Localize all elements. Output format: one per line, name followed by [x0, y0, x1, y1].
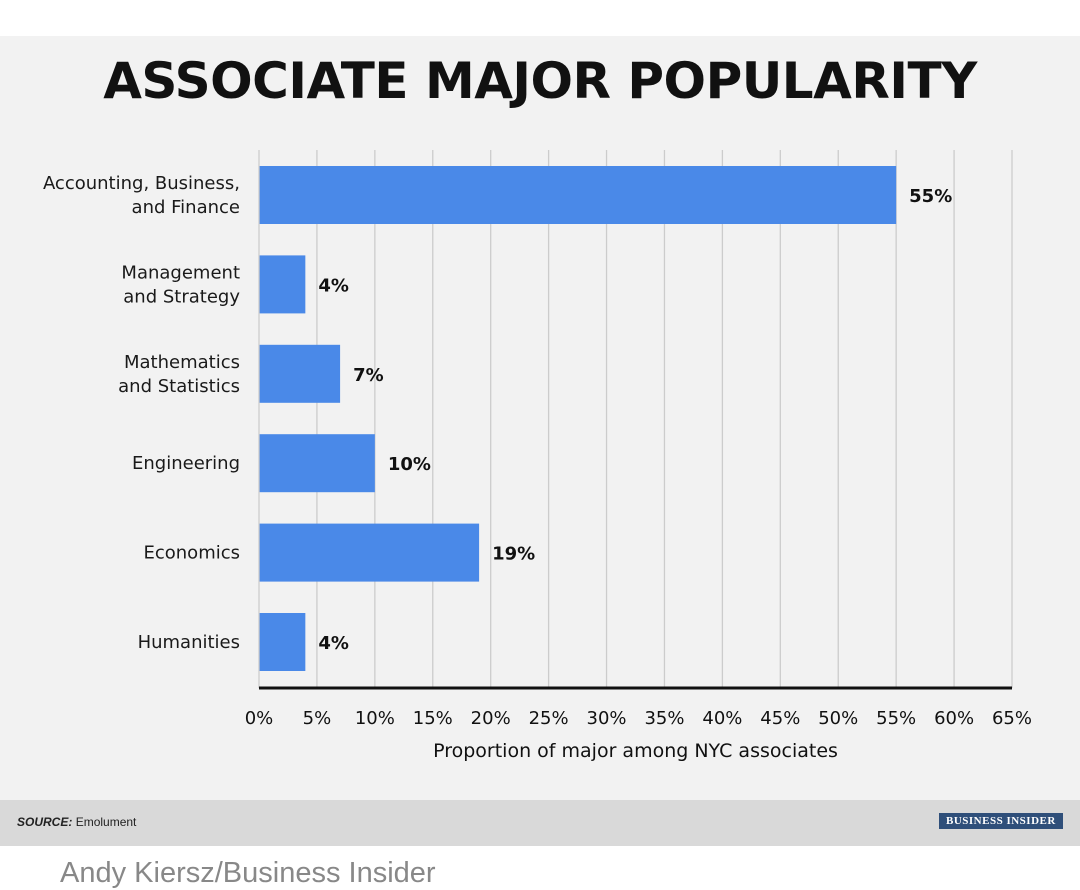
x-tick-label: 65%: [992, 708, 1032, 729]
x-tick-label: 0%: [245, 708, 274, 729]
bar-value-label: 10%: [388, 454, 431, 475]
category-label: Engineering: [132, 453, 240, 474]
x-tick-label: 60%: [934, 708, 974, 729]
x-axis-title: Proportion of major among NYC associates: [433, 740, 838, 762]
category-label-line: and Strategy: [123, 286, 240, 307]
category-label-line: Accounting, Business,: [43, 173, 240, 194]
bar: [259, 166, 897, 224]
bar-value-label: 4%: [318, 275, 349, 296]
chart-title: ASSOCIATE MAJOR POPULARITY: [103, 52, 977, 110]
source-note: SOURCE: Emolument: [17, 815, 136, 829]
x-tick-label: 15%: [413, 708, 453, 729]
x-tick-label: 20%: [471, 708, 511, 729]
x-tick-label: 10%: [355, 708, 395, 729]
x-tick-label: 55%: [876, 708, 916, 729]
bar: [259, 344, 341, 403]
x-tick-label: 5%: [303, 708, 332, 729]
business-insider-logo: BUSINESS INSIDER: [939, 813, 1063, 829]
bar-value-label: 7%: [353, 365, 384, 386]
x-tick-label: 35%: [644, 708, 684, 729]
bar-value-label: 4%: [318, 633, 349, 654]
x-tick-label: 25%: [529, 708, 569, 729]
bar: [259, 434, 375, 493]
category-label: Accounting, Business, and Finance: [43, 173, 240, 218]
bar: [259, 523, 480, 582]
bar: [259, 613, 306, 671]
category-label-line: Management: [121, 262, 240, 283]
category-label-line: Mathematics: [124, 352, 240, 373]
category-label-line: Humanities: [138, 632, 240, 653]
category-label-line: and Finance: [132, 197, 240, 218]
category-label: Management and Strategy: [121, 262, 240, 307]
source-footer: SOURCE: Emolument BUSINESS INSIDER: [0, 800, 1080, 846]
x-tick-label: 50%: [818, 708, 858, 729]
bar: [259, 255, 306, 314]
category-label-line: Economics: [143, 543, 240, 564]
photo-credit: Andy Kiersz/Business Insider: [60, 857, 436, 889]
category-label: Humanities: [138, 632, 240, 653]
bar-value-label: 19%: [492, 544, 535, 565]
category-label-line: Engineering: [132, 453, 240, 474]
category-label: Economics: [143, 543, 240, 564]
x-tick-label: 45%: [760, 708, 800, 729]
bar-chart: 55% Accounting, Business, and Finance 4% Man…: [43, 150, 1032, 762]
bar-value-label: 55%: [909, 186, 952, 207]
category-label-line: and Statistics: [118, 376, 240, 397]
source-value: Emolument: [75, 815, 137, 829]
x-tick-label: 30%: [587, 708, 627, 729]
x-tick-label: 40%: [702, 708, 742, 729]
category-label: Mathematics and Statistics: [118, 352, 240, 397]
source-label: SOURCE:: [17, 815, 73, 829]
